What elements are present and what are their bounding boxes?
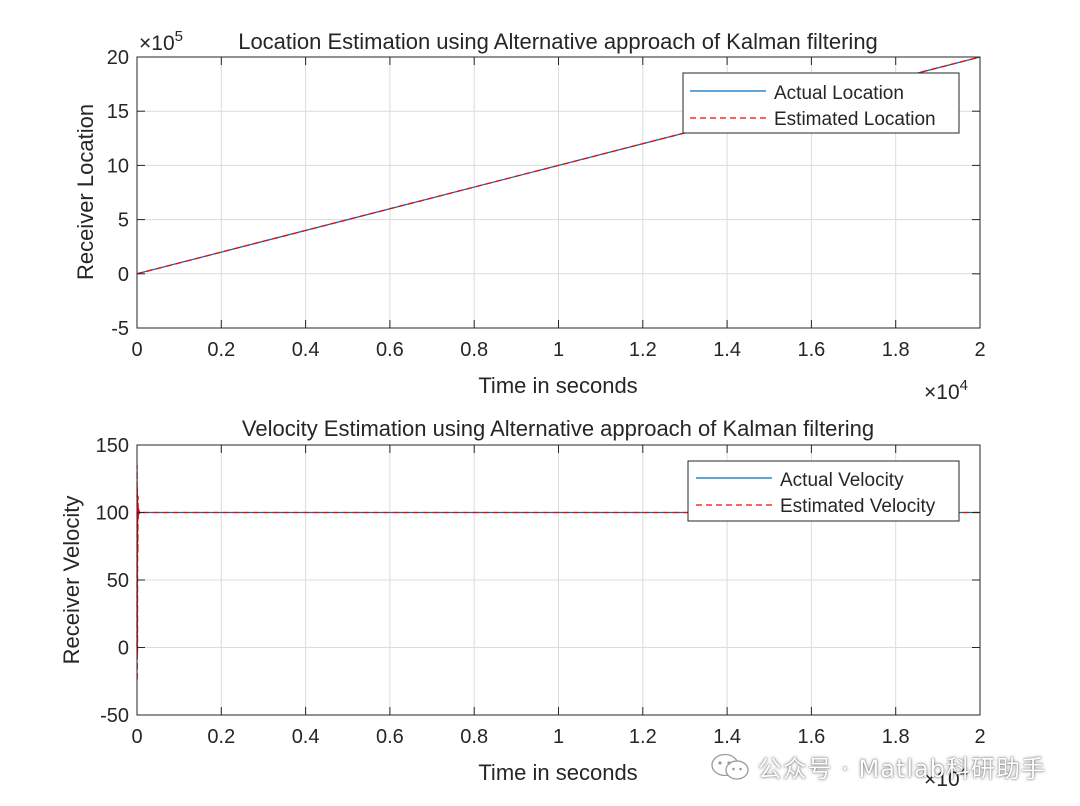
location-x-tick-label: 1.4 (713, 339, 741, 361)
location-y-axis-label: Receiver Location (73, 104, 98, 280)
wechat-icon (711, 753, 749, 780)
velocity-x-tick-label: 0 (131, 726, 142, 748)
location-x-tick-label: 1.6 (797, 339, 825, 361)
velocity-x-exponent: 4 (960, 764, 968, 781)
velocity-x-tick-label: 0.8 (460, 726, 488, 748)
location-x-tick-label: 0 (131, 339, 142, 361)
velocity-legend-box (687, 460, 960, 522)
velocity-x-tick-label: 1.4 (713, 726, 741, 748)
velocity-x-tick-label: 1.6 (797, 726, 825, 748)
location-x-tick-label: 1 (553, 339, 564, 361)
velocity-x-ticks: 0 0.2 0.4 0.6 0.8 1 1.2 1.4 1.6 1.8 2 (131, 445, 986, 748)
location-x-axis-label: Time in seconds (478, 373, 637, 398)
location-y-ticks: -5 0 5 10 15 20 (107, 47, 980, 340)
velocity-x-tick-label: 1.8 (882, 726, 910, 748)
location-x-tick-label: 0.8 (460, 339, 488, 361)
location-y-tick-label: 10 (107, 155, 129, 177)
velocity-y-tick-label: 150 (96, 435, 129, 457)
velocity-chart-title: Velocity Estimation using Alternative ap… (242, 416, 874, 441)
velocity-y-tick-label: 50 (107, 570, 129, 592)
velocity-x-tick-label: 0.4 (292, 726, 320, 748)
velocity-x-multiplier: ×10 (924, 768, 960, 791)
watermark: 公众号 · Matlab科研助手 (710, 749, 1046, 784)
location-legend-box (682, 72, 960, 134)
velocity-y-tick-label: 100 (96, 503, 129, 525)
location-y-tick-label: 5 (118, 210, 129, 232)
velocity-x-exponent-label: ×104 (924, 764, 968, 791)
watermark-text: 公众号 · Matlab科研助手 (757, 755, 1046, 783)
location-y-tick-label: 15 (107, 101, 129, 123)
velocity-x-tick-label: 1.2 (629, 726, 657, 748)
velocity-y-tick-label: 0 (118, 638, 129, 660)
location-x-tick-label: 0.4 (292, 339, 320, 361)
location-x-tick-label: 1.2 (629, 339, 657, 361)
location-x-tick-label: 1.8 (882, 339, 910, 361)
velocity-x-tick-label: 0.2 (207, 726, 235, 748)
velocity-x-tick-label: 0.6 (376, 726, 404, 748)
location-legend-estimated-label: Estimated Location (774, 109, 936, 130)
location-x-ticks: 0 0.2 0.4 0.6 0.8 1 1.2 1.4 1.6 1.8 2 (131, 57, 986, 361)
velocity-legend-estimated-label: Estimated Velocity (780, 496, 936, 517)
location-x-tick-label: 0.6 (376, 339, 404, 361)
location-chart-title: Location Estimation using Alternative ap… (238, 29, 878, 54)
location-y-exponent-label: ×105 (139, 28, 183, 55)
location-x-tick-label: 0.2 (207, 339, 235, 361)
location-legend: Actual Location Estimated Location (682, 72, 960, 134)
location-y-tick-label: 20 (107, 47, 129, 69)
location-x-multiplier: ×10 (924, 381, 960, 404)
velocity-legend: Actual Velocity Estimated Velocity (687, 460, 960, 522)
location-y-tick-label: 0 (118, 264, 129, 286)
velocity-y-ticks: -50 0 50 100 150 (96, 435, 980, 727)
velocity-legend-actual-label: Actual Velocity (780, 470, 904, 491)
location-x-exponent: 4 (960, 377, 968, 394)
location-y-exponent: 5 (175, 28, 183, 45)
velocity-x-axis-label: Time in seconds (478, 760, 637, 785)
velocity-axes: 0 0.2 0.4 0.6 0.8 1 1.2 1.4 1.6 1.8 2 -50050100150… (59, 416, 986, 791)
velocity-x-tick-label: 2 (974, 726, 985, 748)
location-y-tick-label: -5 (111, 318, 129, 340)
velocity-x-tick-label: 1 (553, 726, 564, 748)
location-x-tick-label: 2 (974, 339, 985, 361)
location-y-multiplier: ×10 (139, 32, 175, 55)
velocity-y-tick-label: -50 (100, 705, 129, 727)
location-legend-actual-label: Actual Location (774, 83, 904, 104)
velocity-y-axis-label: Receiver Velocity (59, 496, 84, 665)
location-x-exponent-label: ×104 (924, 377, 968, 404)
